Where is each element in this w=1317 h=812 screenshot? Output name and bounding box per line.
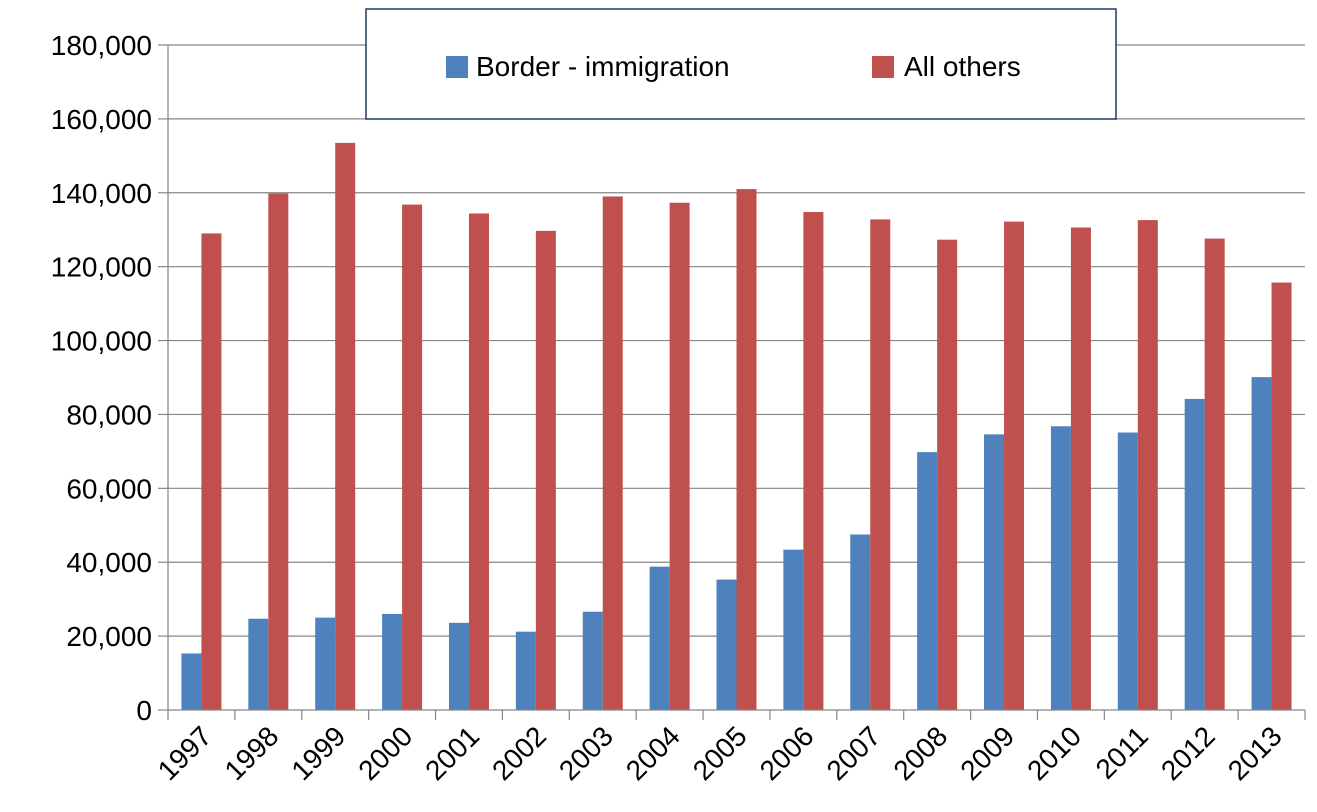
x-tick-label: 2013 [1222, 720, 1288, 786]
bar-all-others-2006 [803, 211, 824, 710]
bar-border-immigration-2001 [448, 622, 469, 710]
bar-border-immigration-1997 [181, 653, 202, 710]
x-tick-label: 2007 [821, 720, 887, 786]
axes [158, 44, 1306, 720]
bar-all-others-1998 [268, 193, 289, 710]
bar-border-immigration-2003 [582, 611, 603, 710]
bar-border-immigration-2002 [515, 631, 536, 710]
x-tick-label: 2005 [687, 720, 753, 786]
y-tick-label: 80,000 [66, 399, 152, 430]
x-tick-label: 2010 [1021, 720, 1087, 786]
bar-all-others-2011 [1137, 220, 1158, 710]
y-tick-label: 100,000 [51, 326, 152, 357]
y-tick-label: 40,000 [66, 547, 152, 578]
legend-label-all-others: All others [904, 51, 1021, 82]
bar-border-immigration-2005 [716, 579, 737, 710]
bar-all-others-2003 [602, 196, 623, 710]
x-tick-label: 2001 [419, 720, 485, 786]
bar-all-others-1999 [335, 142, 356, 710]
bar-all-others-2010 [1070, 227, 1091, 710]
bar-all-others-1997 [201, 233, 222, 710]
bars [181, 142, 1292, 711]
bar-border-immigration-2010 [1050, 426, 1071, 710]
x-tick-label: 2006 [754, 720, 820, 786]
x-tick-label: 2000 [352, 720, 418, 786]
bar-border-immigration-1998 [248, 618, 269, 710]
x-tick-label: 2012 [1155, 720, 1221, 786]
y-tick-labels: 0 20,000 40,000 60,000 80,000 100,000 120,000 1… [51, 30, 152, 726]
bar-border-immigration-2006 [783, 549, 804, 710]
y-tick-label: 20,000 [66, 621, 152, 652]
bar-all-others-2013 [1271, 282, 1292, 710]
x-tick-label: 2008 [887, 720, 953, 786]
bar-all-others-2007 [870, 219, 891, 710]
y-tick-label: 0 [136, 695, 152, 726]
x-tick-label: 2002 [486, 720, 552, 786]
legend-box [365, 8, 1117, 120]
x-tick-label: 1999 [285, 720, 351, 786]
bar-all-others-2009 [1004, 221, 1025, 710]
bar-all-others-2005 [736, 189, 757, 711]
bar-border-immigration-2007 [850, 534, 871, 710]
bar-border-immigration-2009 [984, 434, 1005, 710]
bar-border-immigration-2013 [1251, 377, 1272, 710]
x-tick-label: 2004 [620, 720, 686, 786]
y-tick-label: 160,000 [51, 104, 152, 135]
y-tick-label: 60,000 [66, 473, 152, 504]
bar-all-others-2002 [535, 230, 556, 710]
bar-all-others-2001 [468, 213, 489, 710]
bar-all-others-2012 [1204, 238, 1225, 711]
x-tick-label: 1998 [219, 720, 285, 786]
bar-border-immigration-2004 [649, 566, 670, 710]
x-tick-label: 1997 [152, 720, 218, 786]
y-tick-label: 180,000 [51, 30, 152, 61]
bar-all-others-2004 [669, 202, 690, 710]
legend-label-border-immigration: Border - immigration [476, 51, 730, 82]
y-tick-label: 120,000 [51, 252, 152, 283]
legend-swatch-border-immigration [446, 56, 468, 78]
bar-all-others-2008 [937, 239, 958, 711]
x-tick-label: 2009 [954, 720, 1020, 786]
y-tick-label: 140,000 [51, 178, 152, 209]
x-tick-labels: 1997 1998 1999 2000 2001 2002 2003 2004 2005 2006… [152, 720, 1288, 786]
legend-swatch-all-others [872, 56, 894, 78]
bar-border-immigration-2011 [1117, 432, 1138, 710]
x-tick-label: 2003 [553, 720, 619, 786]
bar-border-immigration-2012 [1184, 398, 1205, 710]
bar-all-others-2000 [402, 204, 423, 710]
bar-border-immigration-2008 [917, 452, 938, 710]
x-tick-label: 2011 [1090, 720, 1155, 785]
legend: Border - immigration All others [365, 8, 1117, 120]
bar-border-immigration-1999 [315, 617, 336, 710]
bar-border-immigration-2000 [382, 613, 403, 710]
